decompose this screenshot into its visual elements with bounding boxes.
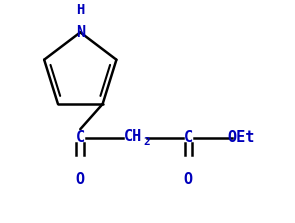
- Text: C: C: [76, 130, 85, 145]
- Text: OEt: OEt: [227, 130, 255, 145]
- Text: O: O: [184, 172, 193, 187]
- Text: 2: 2: [144, 137, 150, 147]
- Text: H: H: [76, 3, 84, 17]
- Text: C: C: [184, 130, 193, 145]
- Text: O: O: [76, 172, 85, 187]
- Text: N: N: [76, 25, 85, 40]
- Text: CH: CH: [124, 129, 142, 144]
